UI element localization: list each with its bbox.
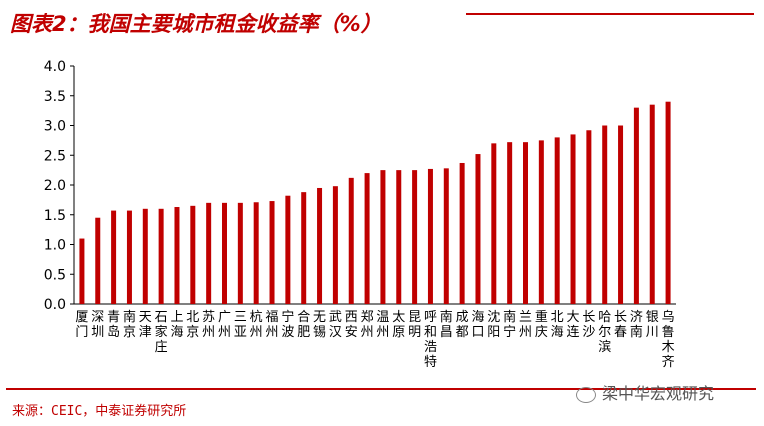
x-tick-label: 合肥 [297, 310, 310, 340]
watermark: 梁中华宏观研究 [576, 380, 714, 404]
bar-太原 [396, 170, 402, 304]
bar-天津 [142, 208, 148, 304]
x-tick-label: 杭州 [250, 310, 263, 340]
x-tick-label: 武汉 [329, 310, 342, 340]
bar-武汉 [332, 186, 338, 304]
bar-成都 [459, 162, 465, 304]
bar-大连 [570, 134, 576, 304]
bar-兰州 [523, 142, 528, 304]
bar-西安 [348, 177, 354, 304]
title-bar: 图表2：我国主要城市租金收益率（%） [0, 0, 764, 44]
x-tick-label: 南京 [123, 309, 136, 340]
x-tick-label: 海口 [471, 310, 484, 340]
bars [79, 101, 671, 305]
x-tick-label: 西安 [345, 310, 358, 340]
bar-沈阳 [491, 143, 497, 304]
bar-杭州 [253, 202, 259, 304]
x-tick-label: 南宁 [503, 309, 516, 340]
x-tick-label: 天津 [139, 310, 152, 340]
x-tick-label: 乌鲁木齐 [662, 309, 675, 370]
bar-合肥 [301, 192, 307, 304]
bar-昆明 [412, 170, 418, 304]
x-tick-label: 哈尔滨 [598, 310, 611, 355]
x-tick-label: 长春 [614, 310, 627, 340]
x-tick-label: 沈阳 [487, 310, 500, 340]
bar-无锡 [317, 187, 323, 304]
x-tick-label: 宁波 [281, 309, 294, 340]
x-tick-label: 福州 [266, 310, 279, 340]
x-tick-label: 重庆 [535, 309, 548, 340]
bar-三亚 [237, 202, 243, 304]
bar-深圳 [95, 217, 101, 304]
x-tick-label: 青岛 [107, 310, 120, 340]
bar-长沙 [586, 130, 592, 304]
x-tick-label: 无锡 [313, 310, 326, 340]
x-tick-label: 北京 [186, 310, 199, 340]
y-tick-label: 1.5 [44, 208, 66, 224]
bar-海口 [475, 154, 481, 304]
x-tick-label: 大连 [567, 310, 580, 340]
x-tick-label: 深圳 [91, 310, 104, 340]
y-tick-label: 1.0 [44, 238, 66, 254]
bar-济南 [633, 107, 639, 305]
bar-宁波 [285, 195, 291, 304]
bar-福州 [269, 201, 275, 304]
bar-北京 [190, 205, 196, 304]
x-tick-label: 南昌 [440, 309, 453, 340]
y-tick-label: 0.0 [44, 297, 66, 313]
wechat-icon [576, 386, 596, 403]
x-tick-label: 济南 [630, 310, 643, 340]
x-tick-label: 成都 [456, 310, 469, 340]
x-tick-label: 上海 [170, 310, 183, 340]
bar-上海 [174, 207, 180, 304]
x-tick-label: 兰州 [519, 310, 532, 340]
y-tick-label: 4.0 [44, 59, 66, 75]
category-labels: 厦门深圳青岛南京天津石家庄上海北京苏州广州三亚杭州福州宁波合肥无锡武汉西安郑州温… [75, 309, 674, 370]
y-tick-label: 3.0 [44, 119, 66, 135]
y-tick-label: 2.5 [44, 148, 66, 164]
bar-厦门 [79, 238, 85, 304]
bar-乌鲁木齐 [665, 101, 671, 304]
title-rule [466, 13, 754, 15]
bar-哈尔滨 [602, 125, 608, 304]
source-note: 来源：CEIC，中泰证券研究所 [12, 404, 187, 419]
bar-温州 [380, 170, 386, 304]
x-tick-label: 苏州 [202, 309, 215, 340]
bar-呼和浩特 [427, 168, 433, 304]
x-tick-label: 广州 [218, 310, 231, 340]
x-tick-label: 昆明 [408, 310, 421, 340]
x-tick-label: 长沙 [582, 310, 595, 340]
x-tick-label: 北海 [551, 310, 564, 340]
watermark-text: 梁中华宏观研究 [602, 384, 715, 403]
bar-石家庄 [158, 208, 164, 304]
bar-南京 [126, 210, 132, 304]
x-tick-label: 石家庄 [155, 310, 168, 355]
y-tick-label: 0.5 [44, 267, 66, 283]
y-axis: 0.0 0.5 1.0 1.5 2.0 2.5 3.0 3.5 4.0 [44, 59, 75, 313]
bar-郑州 [364, 173, 370, 304]
bar-北海 [554, 137, 560, 304]
x-tick-label: 呼和浩特 [424, 310, 437, 370]
bar-广州 [222, 202, 227, 304]
bar-银川 [649, 104, 655, 304]
y-tick-label: 3.5 [44, 89, 66, 105]
bar-青岛 [111, 210, 117, 304]
x-tick-label: 三亚 [234, 310, 247, 340]
x-tick-label: 郑州 [361, 310, 374, 340]
chart-title: 图表2：我国主要城市租金收益率（%） [10, 12, 382, 36]
x-tick-label: 银川 [646, 310, 659, 340]
x-tick-label: 太原 [392, 310, 405, 340]
x-tick-label: 温州 [376, 310, 389, 340]
bar-重庆 [538, 140, 544, 304]
bar-南昌 [443, 168, 449, 304]
bottom-rule [6, 388, 756, 390]
y-tick-label: 2.0 [44, 178, 66, 194]
bar-南宁 [507, 142, 513, 304]
bar-长春 [618, 125, 624, 304]
x-tick-label: 厦门 [75, 310, 88, 340]
bar-苏州 [206, 202, 212, 304]
